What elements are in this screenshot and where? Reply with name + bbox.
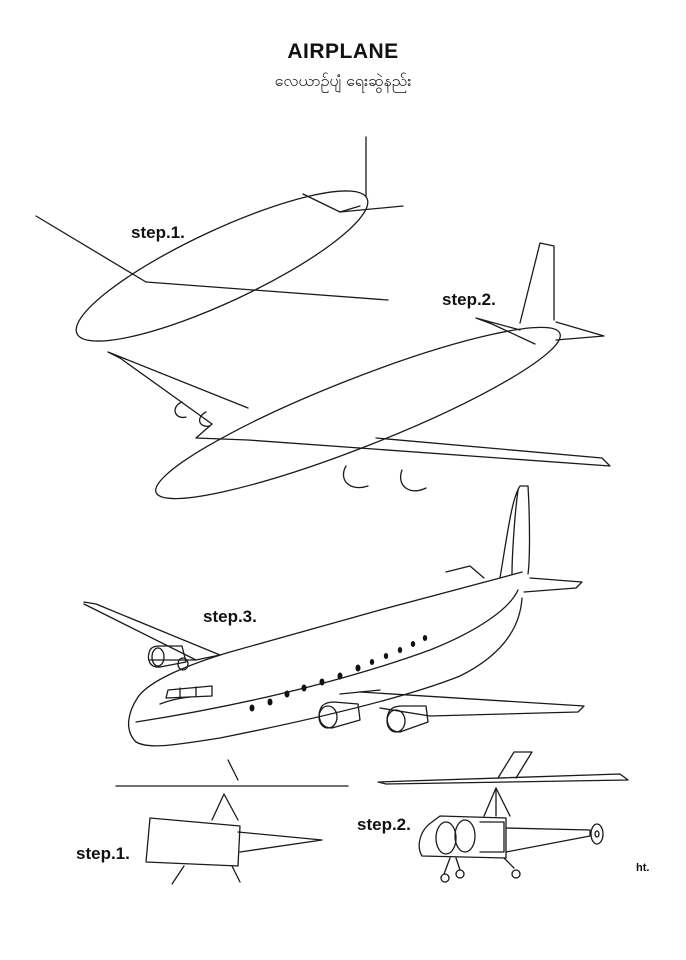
rotor-hub: [497, 751, 533, 779]
main-rotor: [377, 773, 629, 785]
airplane-step1-sketch: [35, 136, 404, 342]
engine-right-2: [400, 469, 427, 492]
rotor-mast: [211, 793, 239, 821]
engine-left-outer: [174, 401, 187, 419]
airplane-step2-label: step.2.: [442, 290, 496, 309]
passenger-windows: [249, 635, 428, 712]
tail-stabilizer: [475, 317, 536, 345]
guide-line-wing: [35, 215, 147, 283]
engine-right-1: [342, 465, 369, 489]
fuselage-oval-2: [155, 326, 561, 500]
cabin-box: [145, 817, 241, 867]
cabin-window-rear: [454, 819, 476, 853]
engine-left-inner: [199, 411, 211, 427]
helicopter-step2-drawing: [377, 751, 629, 883]
airplane-step2-sketch: [107, 242, 611, 500]
airplane-step3-drawing: [83, 485, 585, 747]
airplane-step3-label: step.3.: [203, 607, 257, 626]
fuselage-oval: [75, 190, 369, 342]
guide-line-wing-right: [145, 281, 389, 301]
guide-line-tail-plane: [339, 205, 404, 213]
helicopter-step1-sketch: [115, 759, 349, 885]
helicopter-step2-label: step.2.: [357, 815, 411, 834]
airplane-step1-label: step.1.: [131, 223, 185, 242]
wing-left: [107, 351, 249, 425]
rotor-mast-2: [483, 787, 511, 817]
wheel-mid: [455, 869, 465, 879]
page-title: AIRPLANE: [287, 40, 399, 63]
wheel-right: [511, 869, 521, 879]
cabin-window-front: [435, 821, 457, 855]
helicopter-cabin: [418, 815, 507, 859]
guide-line-tail: [302, 193, 341, 213]
cockpit-window: [165, 685, 213, 699]
wing-right-3: [359, 691, 585, 717]
wing-right: [247, 437, 611, 467]
engine-left-3: [147, 645, 187, 668]
tail-rotor: [590, 823, 604, 845]
fuselage-bottom: [128, 597, 523, 747]
wheel-left: [440, 873, 450, 883]
wing-left-3: [83, 601, 221, 661]
artist-credit: ht.: [636, 862, 650, 874]
tail-fin-3: [499, 485, 531, 579]
helicopter-step1-label: step.1.: [76, 844, 130, 863]
helicopter-tail: [505, 827, 591, 853]
page-subtitle: လေယာဉ်ပျံ ရေးဆွဲနည်း: [274, 71, 412, 90]
tail-fin: [519, 242, 555, 324]
tail-boom: [237, 831, 323, 853]
tail-stabilizer-3: [523, 577, 583, 593]
